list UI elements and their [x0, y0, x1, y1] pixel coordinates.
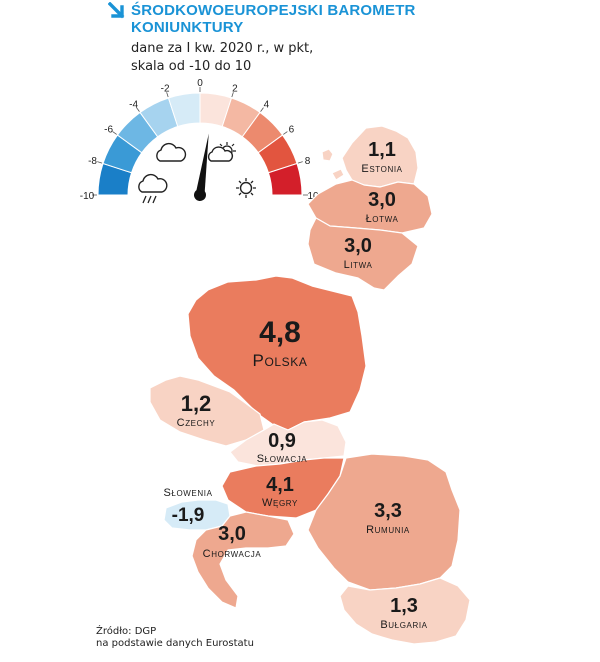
- country-shape-croatia: [191, 511, 295, 609]
- title-line-1: ŚRODKOWOEUROPEJSKI BAROMETR: [131, 2, 416, 19]
- country-value: 4,1: [266, 474, 294, 496]
- storm-cloud-icon: [138, 173, 168, 204]
- gauge-tick-label: -2: [161, 84, 170, 95]
- country-label-latvia: 3,0 Łotwa: [366, 189, 399, 225]
- gauge-needle: [194, 133, 209, 201]
- country-name: Bułgaria: [380, 619, 427, 631]
- country-label-lithuania: 3,0 Litwa: [344, 235, 373, 271]
- sun-icon: [236, 178, 256, 198]
- country-value: 1,1: [368, 139, 396, 161]
- subtitle-line-1: dane za I kw. 2020 r., w pkt,: [131, 41, 314, 56]
- country-labels: 1,1 Estonia 3,0 Łotwa 3,0 Litwa 4,8 Polska 1,2Cz…: [163, 139, 427, 631]
- country-name: Litwa: [344, 259, 373, 271]
- island-shape: [321, 148, 334, 162]
- gauge-tick-mark: [260, 107, 264, 112]
- country-value: 3,0: [368, 189, 396, 211]
- country-name: Łotwa: [366, 213, 399, 225]
- gauge-segments: [97, 92, 303, 196]
- country-label-slovenia: -1,9 Słowenia: [163, 487, 212, 526]
- gauge-tick-mark: [166, 92, 169, 98]
- island-shape: [331, 168, 345, 181]
- gauge-tick-mark: [231, 92, 234, 98]
- country-name: Węgry: [262, 497, 298, 509]
- gauge-tick-mark: [297, 161, 303, 164]
- country-map: [149, 125, 471, 645]
- source-line-1: Źródło: DGP: [96, 626, 157, 637]
- gauge-tick-label: -4: [129, 100, 138, 111]
- country-value: 3,3: [374, 500, 402, 522]
- country-shape-bulgaria: [339, 577, 471, 645]
- source-note: Źródło: DGP na podstawie danych Eurostat…: [96, 626, 254, 650]
- country-name: Estonia: [361, 163, 402, 175]
- country-name: Słowacja: [257, 453, 308, 465]
- country-shape-poland: [187, 275, 367, 431]
- country-shape-lithuania: [307, 217, 419, 291]
- gauge-tick-label: 4: [264, 100, 270, 111]
- sun-cloud-icon: [207, 142, 236, 162]
- cloud-icon: [156, 142, 187, 162]
- country-label-romania: 3,3 Rumunia: [366, 500, 410, 536]
- gauge-tick-label: 2: [232, 84, 238, 95]
- country-value: 1,3: [390, 595, 418, 617]
- gauge-tick-label: -8: [88, 156, 97, 167]
- country-name: Rumunia: [366, 524, 410, 536]
- subtitle-line-2: skala od -10 do 10: [131, 59, 252, 74]
- gauge-tick-label: -10: [80, 191, 95, 202]
- gauge-ticks: -10 -8 -6 -4 -2 0 2 4 6 8 10: [80, 78, 319, 202]
- source-line-2: na podstawie danych Eurostatu: [96, 638, 254, 649]
- page-title: ŚRODKOWOEUROPEJSKI BAROMETR KONIUNKTURY: [131, 2, 431, 36]
- gauge-tick-mark: [112, 131, 117, 135]
- country-value: 1,2: [181, 391, 212, 416]
- gauge-segment: [267, 162, 303, 196]
- country-label-bulgaria: 1,3 Bułgaria: [380, 595, 427, 631]
- country-label-croatia: 3,0 Chorwacja: [203, 523, 262, 560]
- country-name: Chorwacja: [203, 548, 262, 560]
- country-name: Polska: [253, 351, 308, 370]
- country-name: Czechy: [177, 417, 216, 429]
- gauge-tick-label: 8: [305, 156, 311, 167]
- country-value: 3,0: [218, 523, 246, 545]
- country-shape-slovakia: [229, 419, 347, 467]
- country-value: 0,9: [268, 430, 296, 452]
- country-value: -1,9: [172, 505, 205, 526]
- gauge-tick-label: 0: [197, 78, 203, 89]
- subtitle: dane za I kw. 2020 r., w pkt, skala od -…: [131, 40, 391, 76]
- gauge-tick-mark: [136, 107, 140, 112]
- arrow-icon: [108, 2, 125, 19]
- country-label-estonia: 1,1 Estonia: [361, 139, 402, 175]
- country-value: 3,0: [344, 235, 372, 257]
- country-value: 4,8: [259, 316, 301, 349]
- gauge-tick-label: 10: [307, 191, 319, 202]
- country-shape-czechia: [149, 375, 265, 447]
- gauge-tick-label: 6: [289, 125, 295, 136]
- gauge-tick-label: -6: [104, 125, 113, 136]
- country-name: Słowenia: [163, 487, 212, 499]
- title-line-2: KONIUNKTURY: [131, 19, 244, 36]
- barometer-gauge: -10 -8 -6 -4 -2 0 2 4 6 8 10: [80, 78, 319, 265]
- country-label-poland: 4,8 Polska: [253, 316, 308, 370]
- gauge-tick-mark: [97, 161, 103, 164]
- gauge-tick-mark: [283, 131, 288, 135]
